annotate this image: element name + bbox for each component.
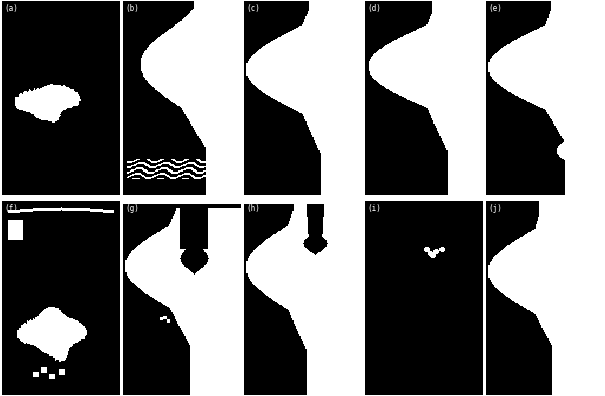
Text: (e): (e) xyxy=(488,4,502,13)
Text: (j): (j) xyxy=(488,204,502,213)
Text: (c): (c) xyxy=(246,4,260,13)
Text: (g): (g) xyxy=(125,204,139,213)
Text: (f): (f) xyxy=(4,204,18,213)
Text: (i): (i) xyxy=(367,204,381,213)
Text: (b): (b) xyxy=(125,4,139,13)
Text: (h): (h) xyxy=(246,204,260,213)
Text: (d): (d) xyxy=(367,4,381,13)
Text: (a): (a) xyxy=(4,4,18,13)
